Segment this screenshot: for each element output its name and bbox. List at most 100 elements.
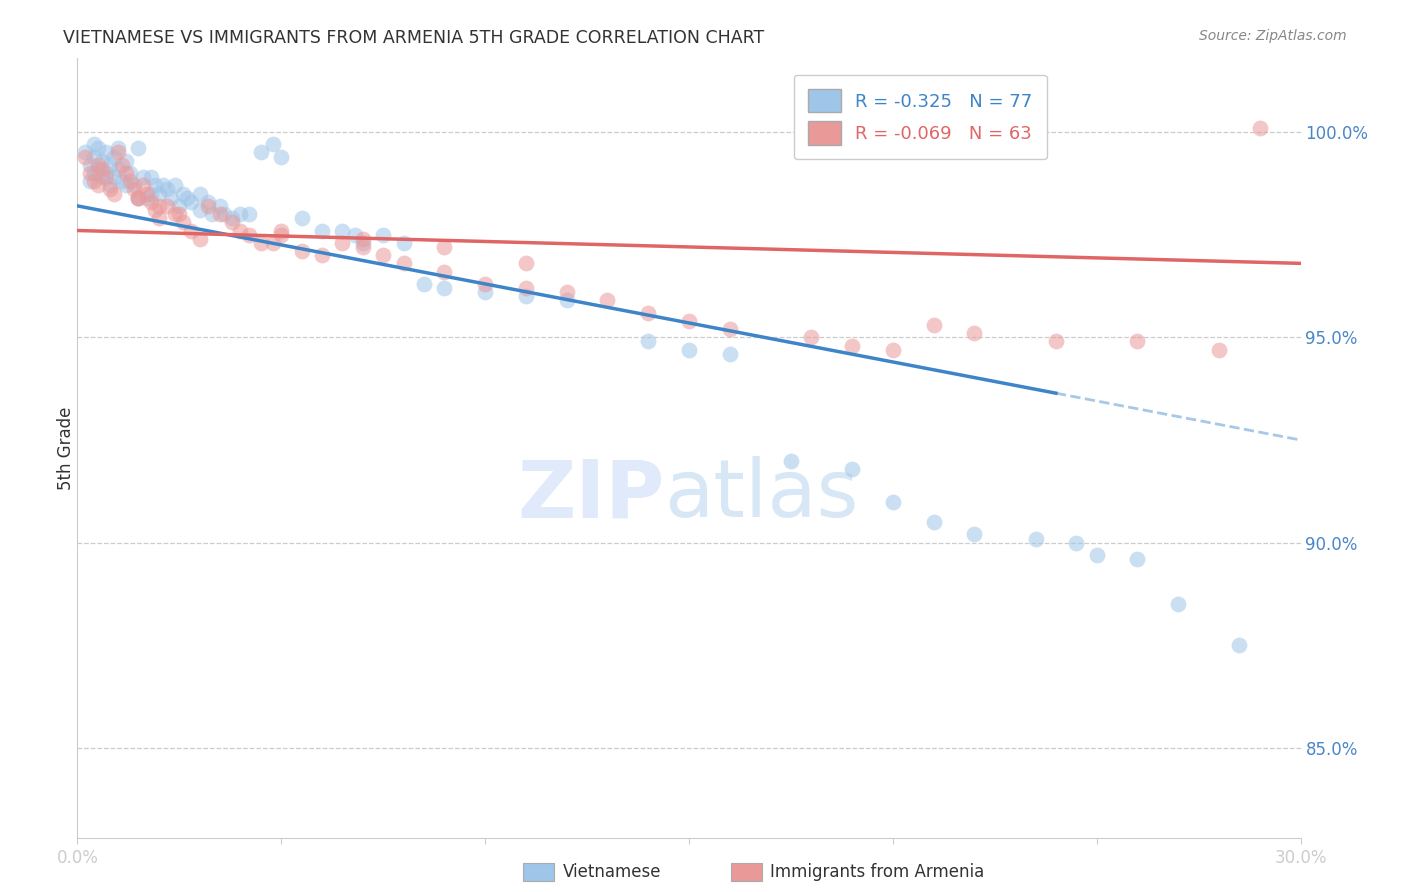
Text: ZIP: ZIP — [517, 456, 665, 534]
Point — [311, 248, 333, 262]
Point — [963, 527, 986, 541]
Point — [169, 207, 191, 221]
Point — [79, 166, 101, 180]
Point — [127, 141, 149, 155]
Point — [90, 153, 112, 168]
Point — [107, 145, 129, 160]
Point — [474, 277, 496, 291]
Point — [139, 194, 162, 209]
Point — [229, 223, 252, 237]
Point — [343, 227, 366, 242]
Point — [188, 232, 211, 246]
Point — [922, 318, 945, 332]
Point — [143, 178, 166, 193]
Point — [131, 178, 153, 193]
Point — [779, 453, 801, 467]
Point — [172, 215, 194, 229]
Point — [98, 178, 121, 193]
Point — [208, 199, 231, 213]
Point — [94, 166, 117, 180]
Point — [169, 199, 191, 213]
Point — [188, 186, 211, 201]
Point — [841, 338, 863, 352]
Point — [176, 191, 198, 205]
Point — [87, 161, 110, 176]
Point — [79, 174, 101, 188]
Point — [371, 227, 394, 242]
Point — [107, 161, 129, 176]
Point — [120, 174, 142, 188]
Point — [1085, 548, 1108, 562]
Point — [98, 158, 121, 172]
Point — [392, 235, 415, 250]
Point — [111, 174, 134, 188]
Point — [75, 150, 97, 164]
Point — [90, 170, 112, 185]
Point — [139, 170, 162, 185]
Point — [515, 289, 537, 303]
Point — [433, 240, 456, 254]
Point — [160, 191, 183, 205]
Point — [148, 186, 170, 201]
Point — [290, 211, 312, 226]
Point — [83, 166, 105, 180]
Point — [115, 178, 138, 193]
Point — [290, 244, 312, 258]
Point — [637, 306, 659, 320]
Point — [238, 207, 260, 221]
Point — [127, 191, 149, 205]
Point — [433, 264, 456, 278]
Point — [352, 235, 374, 250]
Point — [165, 178, 187, 193]
Point — [156, 182, 179, 196]
Point — [75, 145, 97, 160]
Point — [1229, 639, 1251, 653]
Point — [637, 334, 659, 349]
Point — [250, 235, 273, 250]
Point — [515, 281, 537, 295]
Point — [90, 161, 112, 176]
Point — [1126, 334, 1149, 349]
Point — [555, 285, 578, 300]
Point — [371, 248, 394, 262]
Point — [392, 256, 415, 270]
Point — [800, 330, 823, 344]
Point — [120, 166, 142, 180]
Point — [332, 223, 354, 237]
Point — [718, 347, 741, 361]
Point — [135, 191, 157, 205]
Point — [87, 158, 110, 172]
Point — [413, 277, 436, 291]
Point — [221, 215, 243, 229]
Point — [229, 207, 252, 221]
Point — [148, 211, 170, 226]
Point — [262, 137, 284, 152]
Point — [83, 150, 105, 164]
Point — [882, 343, 904, 357]
Point — [94, 145, 117, 160]
Point — [841, 462, 863, 476]
Point — [180, 223, 202, 237]
Point — [124, 182, 146, 196]
Point — [250, 145, 273, 160]
Text: Immigrants from Armenia: Immigrants from Armenia — [770, 863, 984, 881]
Point — [201, 207, 224, 221]
Point — [882, 494, 904, 508]
Point — [270, 227, 292, 242]
Point — [718, 322, 741, 336]
Point — [311, 223, 333, 237]
Point — [115, 166, 138, 180]
Point — [270, 150, 292, 164]
Point — [172, 186, 194, 201]
Point — [180, 194, 202, 209]
Point — [1167, 598, 1189, 612]
Point — [197, 194, 219, 209]
Point — [127, 191, 149, 205]
Point — [98, 182, 121, 196]
Point — [332, 235, 354, 250]
Point — [156, 199, 179, 213]
Point — [1024, 532, 1046, 546]
Point — [111, 158, 134, 172]
Point — [103, 170, 125, 185]
Point — [208, 207, 231, 221]
